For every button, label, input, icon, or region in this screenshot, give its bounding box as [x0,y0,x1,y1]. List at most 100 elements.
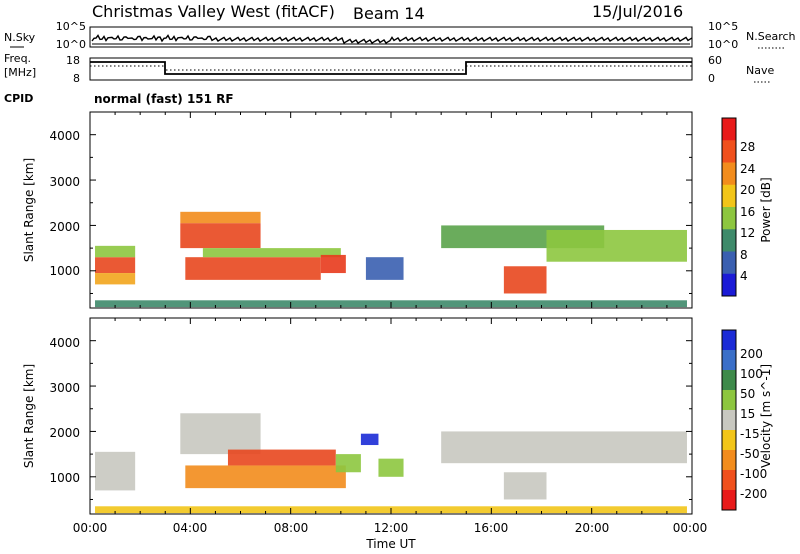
colorbar-segment [722,490,736,511]
velocity-echo-patch [503,472,547,500]
colorbar-frame [721,329,737,511]
nsky-tick-bottom: 10^0 [56,38,86,51]
date-label: 15/Jul/2016 [592,2,683,21]
velocity-panel [89,317,693,515]
power-colorbar-tick-20: 20 [740,183,755,197]
velocity-echo-patch [360,433,379,446]
time-axis-label: Time UT [365,537,416,551]
colorbar-segment [722,370,736,391]
colorbar-segment [722,450,736,471]
colorbar-segment [722,410,736,431]
velocity-echo-patch [335,454,361,473]
colorbar-frame [721,117,737,297]
freq-tick-top: 18 [66,54,80,67]
velocity-data-patches [95,413,687,514]
freq-trace [90,61,692,75]
power-echo-patch [95,273,136,285]
power-echo-patch [95,257,136,274]
velocity-ytick-2000: 2000 [49,426,80,440]
xtick-2000: 20:00 [575,521,610,535]
freq-panel [89,57,693,81]
velocity-colorbar-tick-neg100: -100 [740,467,767,481]
power-colorbar [721,117,737,297]
velocity-echo-patch [227,449,336,466]
colorbar-segment [722,229,736,252]
nave-tick-top: 60 [708,54,722,67]
power-colorbar-tick-28: 28 [740,140,755,154]
velocity-echo-patch [441,431,687,464]
colorbar-segment [722,470,736,491]
power-colorbar-tick-16: 16 [740,205,755,219]
nsky-trace [91,34,693,45]
power-echo-patch [503,266,547,294]
velocity-colorbar-tick-50: 50 [740,387,755,401]
colorbar-segment [722,273,736,297]
cpid-value: normal (fast) 151 RF [94,92,234,106]
xtick-0800: 08:00 [274,521,309,535]
power-echo-patch [95,245,136,258]
colorbar-segment [722,330,736,351]
nsky-panel [89,26,693,48]
velocity-echo-patch [378,458,404,477]
power-axis-ticks [89,111,693,308]
power-ytick-4000: 4000 [49,129,80,143]
nave-label: Nave [746,64,774,77]
velocity-axis-ticks [89,317,693,514]
power-ylabel: Slant Range [km] [22,158,36,262]
power-echo-patch [185,257,321,280]
power-ytick-3000: 3000 [49,175,80,189]
colorbar-segment [722,162,736,186]
nsky-label: N.Sky [4,31,36,44]
velocity-colorbar-tick-neg50: -50 [740,447,760,461]
velocity-colorbar-tick-15: 15 [740,407,755,421]
velocity-echo-patch [180,413,261,455]
velocity-colorbar [721,329,737,511]
colorbar-segment [722,430,736,451]
freq-tick-bottom: 8 [73,72,80,85]
velocity-colorbar-tick-200: 200 [740,347,763,361]
nsearch-tick-top: 10^5 [708,20,738,33]
nsearch-tick-bottom: 10^0 [708,38,738,51]
xtick-0000: 00:00 [73,521,108,535]
power-ytick-1000: 1000 [49,264,80,278]
nave-trace [90,65,692,71]
power-panel [89,111,693,309]
velocity-echo-patch [95,451,136,491]
colorbar-segment [722,390,736,411]
nsearch-label: N.Search [746,30,796,43]
power-colorbar-tick-4: 4 [740,269,748,283]
colorbar-segment [722,350,736,371]
velocity-ytick-3000: 3000 [49,381,80,395]
power-colorbar-tick-24: 24 [740,162,755,176]
velocity-colorbar-label: Velocity [m s^-1] [759,364,773,468]
xtick-0400: 04:00 [173,521,208,535]
velocity-ytick-4000: 4000 [49,336,80,350]
colorbar-segment [722,140,736,163]
colorbar-segment [722,118,736,141]
colorbar-segment [722,184,736,208]
cpid-label: CPID [4,92,33,105]
xtick-1600: 16:00 [474,521,509,535]
freq-label-line2: [MHz] [4,66,36,79]
beam-label: Beam 14 [353,4,425,23]
power-echo-patch [180,223,261,249]
power-echo-patch [180,211,261,224]
power-echo-patch [546,229,687,262]
power-echo-patch [202,248,341,258]
power-colorbar-tick-8: 8 [740,248,748,262]
xtick-1200: 12:00 [374,521,409,535]
station-title: Christmas Valley West (fitACF) [92,2,335,21]
freq-label-line1: Freq. [4,52,31,65]
velocity-ytick-1000: 1000 [49,471,80,485]
colorbar-segment [722,207,736,230]
nsky-tick-top: 10^5 [56,20,86,33]
power-colorbar-label: Power [dB] [759,177,773,242]
power-colorbar-tick-12: 12 [740,226,755,240]
power-echo-patch [320,254,346,274]
velocity-colorbar-tick-neg200: -200 [740,487,767,501]
nave-tick-bottom: 0 [708,72,715,85]
colorbar-segment [722,251,736,275]
velocity-echo-patch [185,465,346,489]
velocity-colorbar-tick-100: 100 [740,367,763,381]
